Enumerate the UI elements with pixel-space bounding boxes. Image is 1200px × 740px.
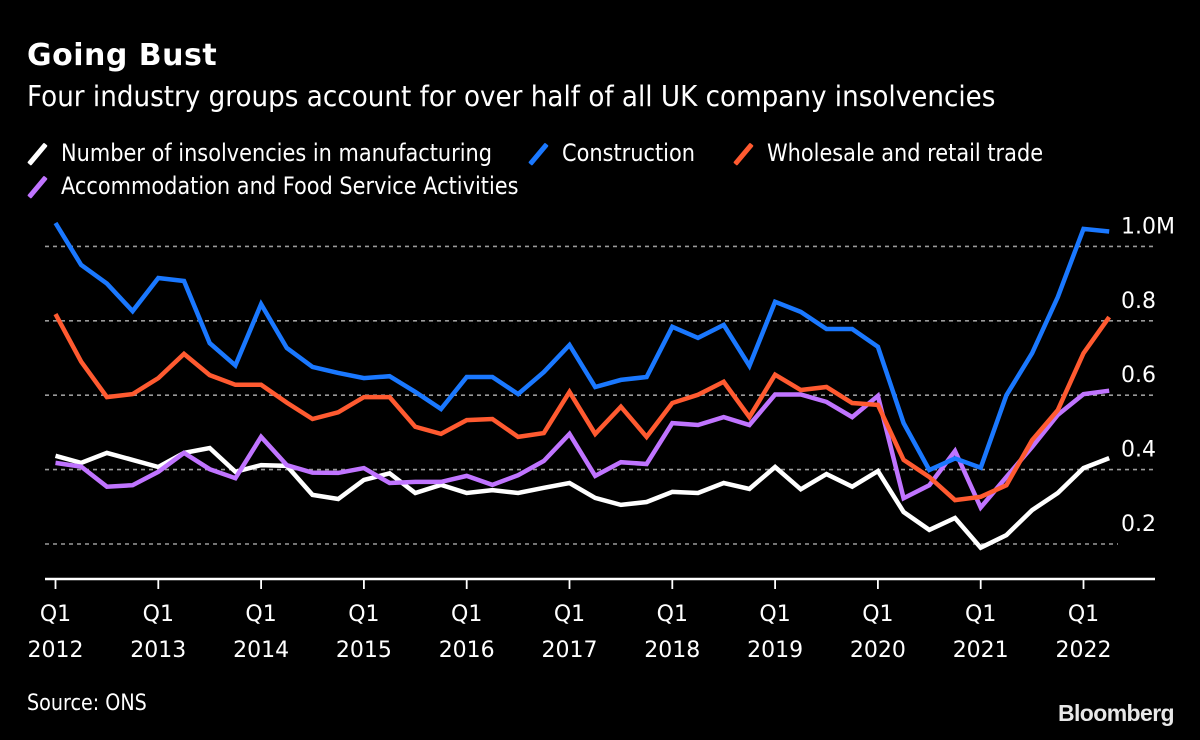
x-tick-label-year: 2019 [747, 638, 803, 663]
x-tick-label-quarter: Q1 [143, 602, 174, 627]
x-tick-label-quarter: Q1 [965, 602, 996, 627]
x-tick-label-year: 2020 [850, 638, 906, 663]
series-line-construction [53, 221, 1110, 473]
legend-item-construction: Construction [528, 139, 715, 167]
x-tick-label-year: 2018 [644, 638, 700, 663]
x-tick-label-year: 2012 [28, 638, 84, 663]
x-tick-label-year: 2016 [439, 638, 495, 663]
x-tick-label-quarter: Q1 [245, 602, 276, 627]
legend-item-accommodation: Accommodation and Food Service Activitie… [27, 172, 587, 200]
series-line-wholesale [53, 313, 1112, 503]
x-axis: Q1 2012 Q1 2013 Q1 2014 Q1 2015 Q1 2016 Q1 2017 Q1 20… [28, 577, 1155, 663]
x-tick-label-year: 2022 [1056, 638, 1112, 663]
x-tick-label-quarter: Q1 [554, 602, 585, 627]
x-tick-label-year: 2013 [130, 638, 186, 663]
legend-label-wholesale: Wholesale and retail trade [767, 139, 1044, 167]
x-tick-label-quarter: Q1 [348, 602, 379, 627]
y-tick-label: 1.0M [1121, 214, 1175, 239]
x-tick-label-year: 2017 [542, 638, 598, 663]
legend-label-construction: Construction [562, 139, 696, 167]
legend-row-1: Number of insolvencies in manufacturing … [27, 139, 1107, 167]
y-tick-label: 0.4 [1121, 438, 1156, 463]
y-axis-labels: 1.0M 0.8 0.6 0.4 0.2 [1121, 214, 1175, 537]
legend-item-wholesale: Wholesale and retail trade [733, 139, 1084, 167]
series-line-manufacturing [54, 445, 1111, 551]
x-tick-label-year: 2014 [233, 638, 289, 663]
y-tick-label: 0.8 [1121, 289, 1156, 314]
legend-item-manufacturing: Number of insolvencies in manufacturing [27, 139, 556, 167]
x-tick-label-year: 2021 [953, 638, 1009, 663]
chart-title: Going Bust [27, 38, 218, 73]
x-tick-label-year: 2015 [336, 638, 392, 663]
y-tick-label: 0.2 [1121, 512, 1156, 537]
x-tick-label-quarter: Q1 [657, 602, 688, 627]
source-note: Source: ONS [27, 691, 147, 716]
legend-row-2: Accommodation and Food Service Activitie… [27, 172, 609, 200]
legend-label-manufacturing: Number of insolvencies in manufacturing [61, 139, 493, 167]
x-tick-label-quarter: Q1 [862, 602, 893, 627]
x-tick-label-quarter: Q1 [759, 602, 790, 627]
x-tick-label-quarter: Q1 [40, 602, 71, 627]
bloomberg-logo: Bloomberg [1058, 700, 1175, 726]
x-tick-label-quarter: Q1 [451, 602, 482, 627]
x-tick-label-quarter: Q1 [1068, 602, 1099, 627]
chart-subtitle: Four industry groups account for over ha… [27, 80, 996, 113]
legend-label-accommodation: Accommodation and Food Service Activitie… [61, 172, 519, 200]
series-lines [53, 221, 1112, 551]
y-tick-label: 0.6 [1121, 363, 1156, 388]
